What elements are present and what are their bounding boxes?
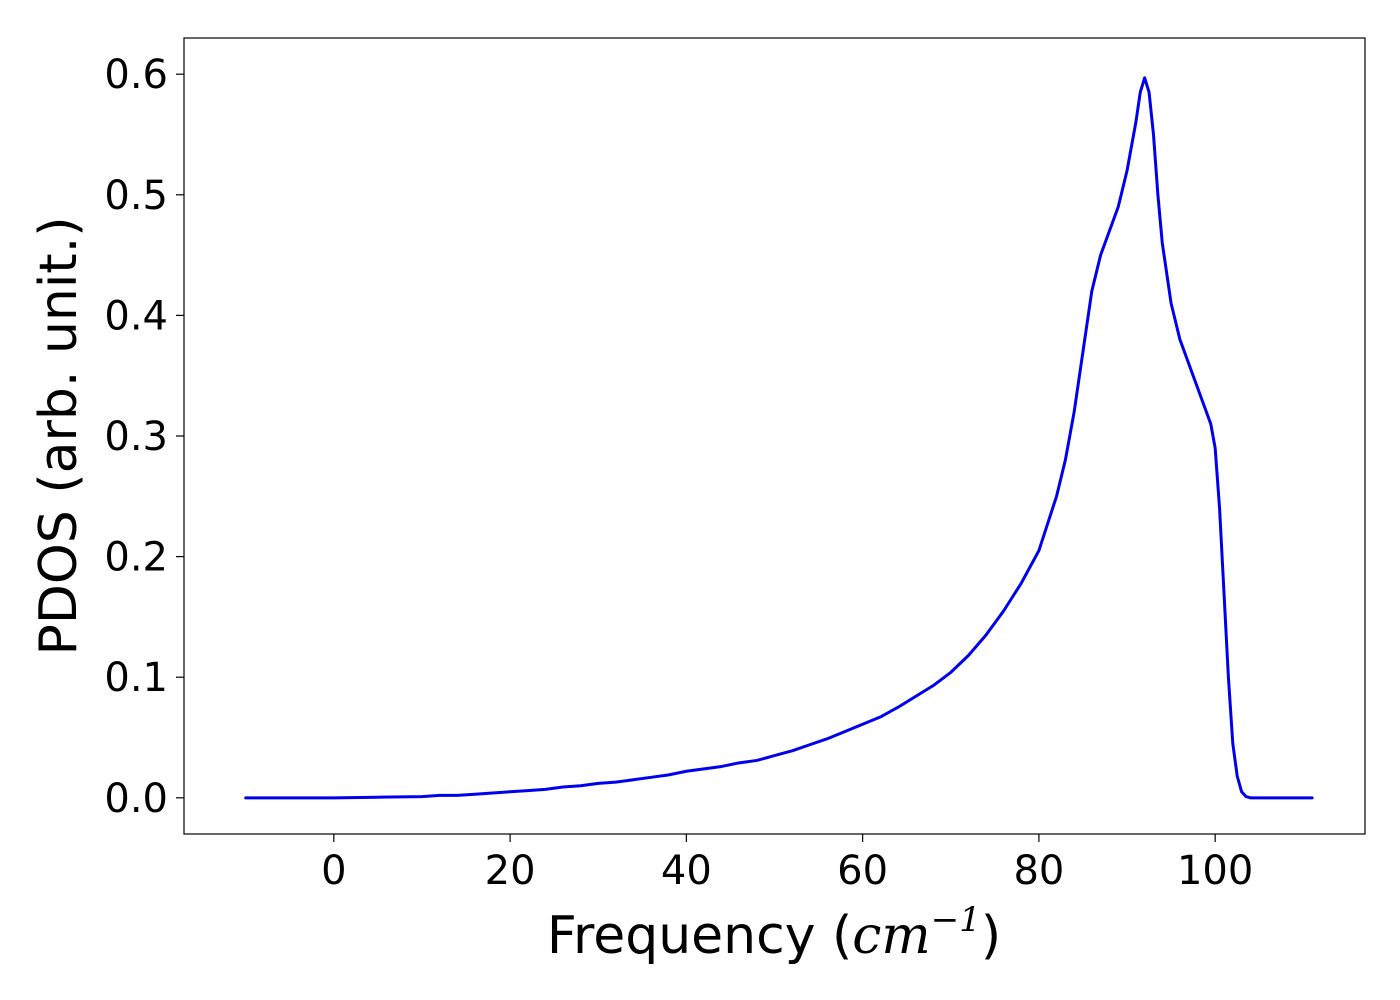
x-tick-label: 0 [321, 848, 346, 894]
x-axis-ticks: 0 20 40 60 80 100 [321, 834, 1253, 894]
x-tick-label: 80 [1013, 848, 1064, 894]
y-tick-label: 0.0 [104, 776, 168, 822]
pdos-series-line [244, 76, 1314, 800]
x-tick-label: 20 [485, 848, 536, 894]
x-axis-label: Frequency (cm−1) [547, 900, 1001, 966]
x-tick-label: 40 [661, 848, 712, 894]
y-tick-label: 0.5 [104, 173, 168, 219]
y-tick-label: 0.6 [104, 52, 168, 98]
y-tick-label: 0.2 [104, 535, 168, 581]
plot-frame [183, 37, 1366, 835]
x-tick-label: 60 [837, 848, 888, 894]
plot-area [184, 38, 1365, 834]
x-tick-label: 100 [1177, 848, 1253, 894]
y-tick-label: 0.3 [104, 414, 168, 460]
y-axis-ticks: 0.0 0.1 0.2 0.3 0.4 0.5 0.6 [104, 52, 184, 822]
y-tick-label: 0.1 [104, 655, 168, 701]
y-axis-label: PDOS (arb. unit.) [29, 216, 89, 655]
y-tick-label: 0.4 [104, 293, 168, 339]
